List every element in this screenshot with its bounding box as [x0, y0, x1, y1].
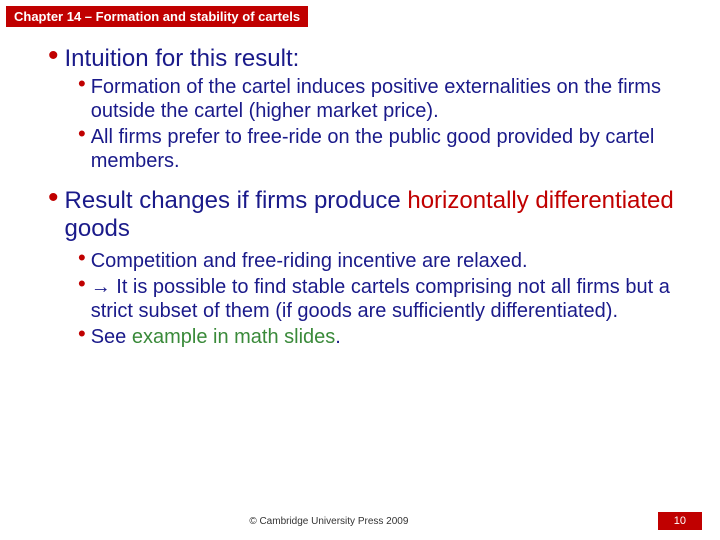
- slide-footer: © Cambridge University Press 2009 10: [0, 512, 720, 530]
- bullet-competition-relaxed: • Competition and free-riding incentive …: [78, 249, 692, 273]
- bullet-dot-icon: •: [48, 45, 59, 67]
- bullet-intuition: • Intuition for this result:: [48, 45, 692, 73]
- bullet-free-ride: • All firms prefer to free-ride on the p…: [78, 125, 692, 173]
- bullet-text: → It is possible to find stable cartels …: [91, 275, 692, 323]
- bullet-text: Intuition for this result:: [65, 45, 300, 73]
- bullet-dot-icon: •: [78, 75, 86, 93]
- text-pre: See: [91, 326, 132, 348]
- text-body: It is possible to find stable cartels co…: [91, 276, 670, 322]
- copyright-text: © Cambridge University Press 2009: [0, 516, 658, 527]
- page-number: 10: [658, 512, 702, 530]
- bullet-dot-icon: •: [78, 249, 86, 267]
- slide-body: • Intuition for this result: • Formation…: [0, 27, 720, 349]
- bullet-result-changes: • Result changes if firms produce horizo…: [48, 187, 692, 243]
- bullet-see-example: • See example in math slides.: [78, 325, 692, 349]
- bullet-text: Formation of the cartel induces positive…: [91, 75, 692, 123]
- chapter-title-bar: Chapter 14 – Formation and stability of …: [6, 6, 308, 27]
- bullet-stable-cartels: • → It is possible to find stable cartel…: [78, 275, 692, 323]
- bullet-text: Result changes if firms produce horizont…: [65, 187, 692, 243]
- bullet-text: See example in math slides.: [91, 325, 341, 349]
- arrow-icon: →: [91, 276, 111, 298]
- text-pre: Result changes if firms produce: [65, 187, 408, 214]
- text-post: .: [335, 326, 341, 348]
- math-slides-link[interactable]: example in math slides: [132, 326, 335, 348]
- bullet-text: Competition and free-riding incentive ar…: [91, 249, 528, 273]
- text-post: goods: [65, 215, 130, 242]
- bullet-text: All firms prefer to free-ride on the pub…: [91, 125, 692, 173]
- bullet-dot-icon: •: [78, 325, 86, 343]
- bullet-dot-icon: •: [78, 125, 86, 143]
- bullet-dot-icon: •: [48, 187, 59, 209]
- text-highlight: horizontally differentiated: [407, 187, 673, 214]
- bullet-formation-externalities: • Formation of the cartel induces positi…: [78, 75, 692, 123]
- bullet-dot-icon: •: [78, 275, 86, 293]
